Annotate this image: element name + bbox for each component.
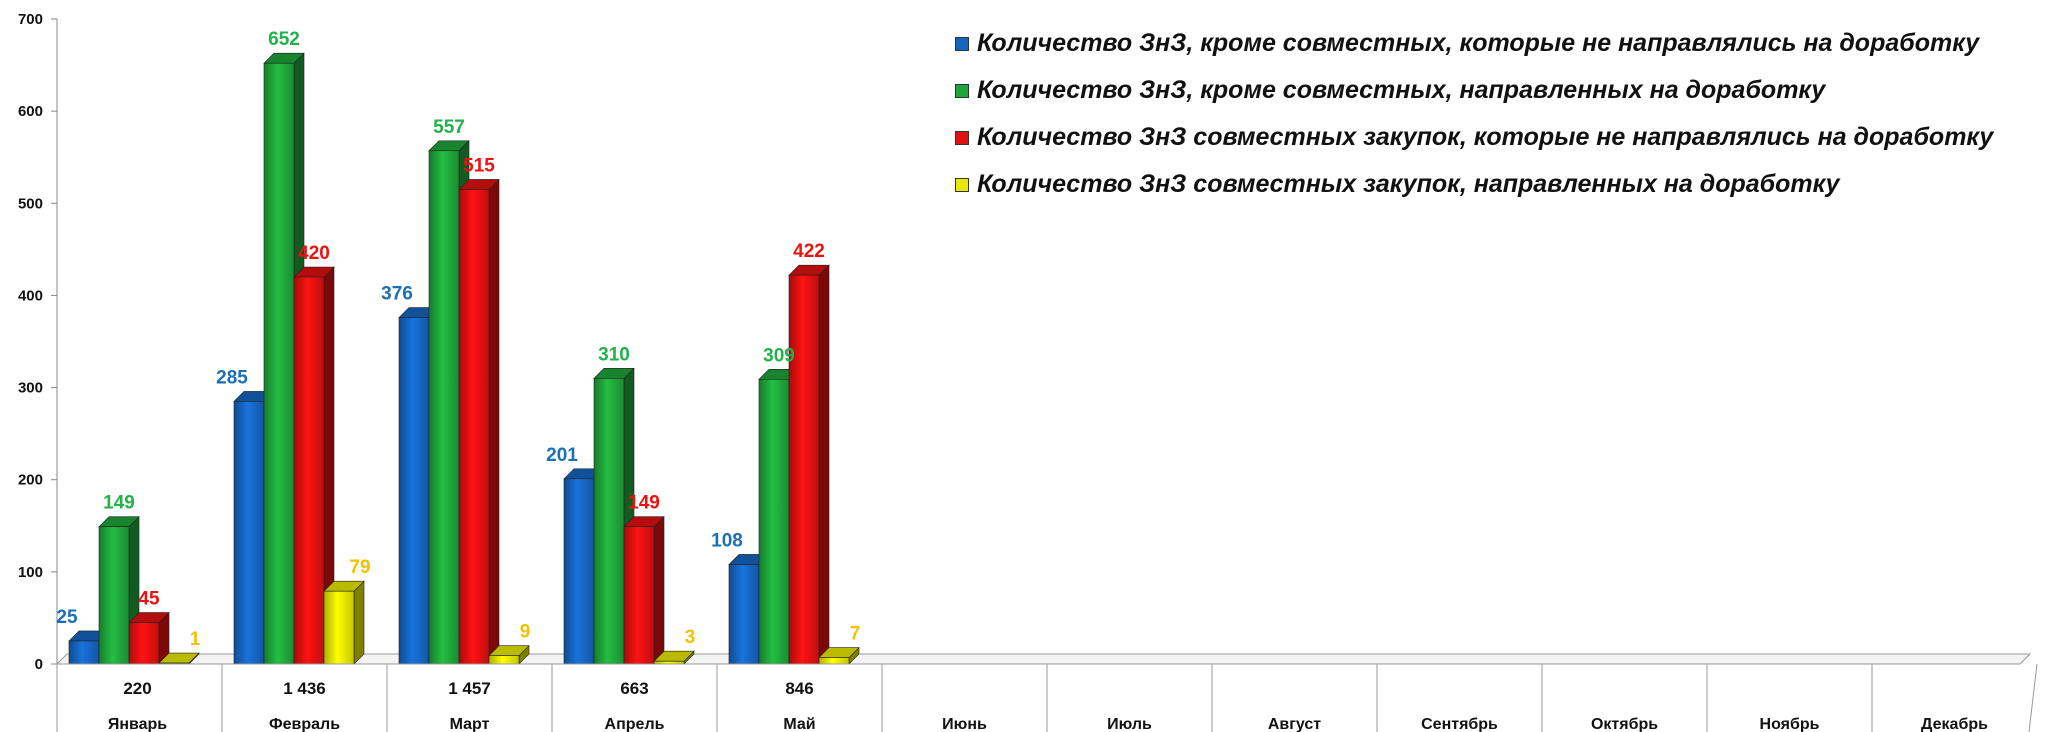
data-label: 1 [190,629,201,650]
bar-front [128,622,160,665]
chart-category-axis: 220 Январь 1 436 Февраль 1 457 Март 663 Апрель 8… [56,663,2038,732]
category-label: Март [450,716,490,732]
bar-front [458,189,490,665]
category-label: Июнь [942,716,987,732]
category-label: Январь [108,716,167,732]
legend-label: Количество ЗнЗ, кроме совместных, направ… [977,76,1826,104]
legend-item: Количество ЗнЗ, кроме совместных, направ… [955,67,1993,114]
bar-front [323,590,355,665]
bar-front [233,401,265,665]
category-total: 220 [123,679,151,698]
bar-front [563,478,595,665]
bar-side [488,178,500,665]
bar-front [788,274,820,665]
bar [323,580,365,665]
category-label: Сентябрь [1421,716,1498,732]
chart-data-labels: 25 149 45 1 285 652 420 79 376 557 515 9 201 310 149 3 1… [56,29,860,650]
data-label: 310 [598,344,630,365]
data-label: 652 [268,29,300,50]
category-label: Декабрь [1921,716,1988,732]
category-label: Июль [1107,716,1152,732]
y-tick-label: 500 [18,195,43,212]
y-tick-label: 100 [18,564,43,581]
data-label: 376 [381,284,413,305]
y-tick-label: 600 [18,103,43,120]
bar [623,515,665,665]
y-tick-label: 200 [18,472,43,489]
legend-swatch [955,36,969,51]
data-label: 515 [463,155,495,176]
category-label: Октябрь [1591,716,1658,732]
bar-side [818,264,830,665]
data-label: 285 [216,367,248,388]
y-tick-label: 400 [18,287,43,304]
bar-front [398,317,430,665]
y-tick-label: 700 [18,11,43,28]
data-label: 45 [138,589,160,610]
category-label: Апрель [605,716,665,732]
bar [653,650,695,665]
bar-front [488,655,520,665]
bar-front [623,526,655,665]
bar-side [353,580,365,665]
bar-front [728,564,760,665]
chart-legend: Количество ЗнЗ, кроме совместных, которы… [955,20,1993,208]
legend-label: Количество ЗнЗ совместных закупок, котор… [977,123,1994,151]
data-label: 557 [433,117,465,138]
category-label: Ноябрь [1760,716,1820,732]
category-label: Май [783,716,815,732]
bar-front [428,150,460,665]
data-label: 79 [349,557,370,578]
bar-front [98,526,130,665]
data-label: 309 [763,345,795,366]
bar [788,264,830,665]
data-label: 149 [103,493,135,514]
legend-item: Количество ЗнЗ, кроме совместных, которы… [955,20,1993,67]
data-label: 149 [628,493,660,514]
category-total: 663 [620,679,648,698]
bar-front [293,276,325,665]
category-label: Август [1268,716,1321,732]
y-tick-label: 0 [35,656,43,673]
category-total: 846 [785,679,813,698]
legend-item: Количество ЗнЗ совместных закупок, напра… [955,161,1993,208]
data-label: 201 [546,445,578,466]
category-total: 1 436 [283,679,326,698]
bar [128,611,170,665]
legend-swatch [955,177,969,192]
category-total: 1 457 [448,679,491,698]
legend-label: Количество ЗнЗ, кроме совместных, которы… [977,29,1980,57]
chart-bars [68,52,860,665]
legend-swatch [955,83,969,98]
category-label: Февраль [269,716,340,732]
bar-front [68,640,100,665]
data-label: 9 [520,622,531,643]
bar-side [653,515,665,665]
bar-front [758,378,790,665]
bar [293,266,335,665]
chart-axes: 0 100 200 300 400 500 600 700 [18,11,2032,673]
data-label: 7 [850,624,861,645]
bar-front [593,378,625,665]
data-label: 108 [711,530,743,551]
bar [458,178,500,665]
legend-label: Количество ЗнЗ совместных закупок, напра… [977,170,1840,198]
bar-front [263,62,295,665]
data-label: 422 [793,241,825,262]
bar [818,646,860,665]
bar-front [818,657,850,665]
legend-swatch [955,130,969,145]
data-label: 420 [298,243,330,264]
legend-item: Количество ЗнЗ совместных закупок, котор… [955,114,1993,161]
category-divider [2028,663,2038,732]
data-label: 25 [56,607,78,628]
y-tick-label: 300 [18,380,43,397]
data-label: 3 [685,627,696,648]
